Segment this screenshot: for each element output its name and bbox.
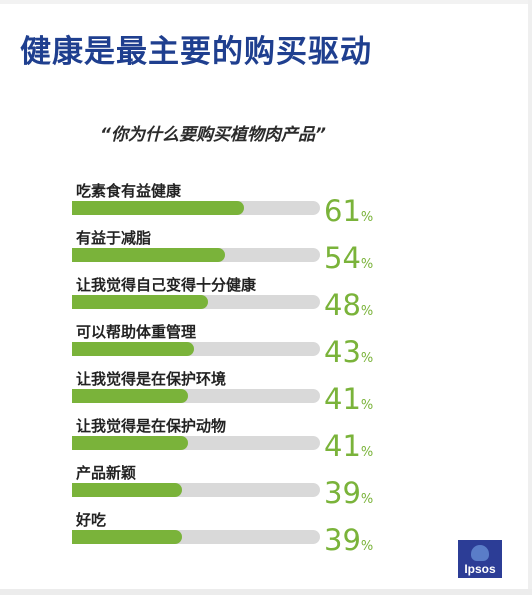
bar-value-label: 54%	[324, 241, 373, 275]
bar-value: 43	[324, 335, 361, 369]
ipsos-logo: Ipsos	[458, 540, 502, 578]
percent-sign: %	[360, 351, 374, 366]
percent-sign: %	[360, 539, 374, 554]
bar-value: 41	[324, 429, 361, 463]
frame-bottom	[0, 589, 532, 595]
percent-sign: %	[360, 210, 374, 225]
bar-track	[72, 248, 320, 262]
bar-row: 让我觉得是在保护环境 41%	[0, 368, 532, 416]
bar-fill	[72, 248, 225, 262]
bar-label: 好吃	[76, 511, 107, 529]
bar-label: 有益于减脂	[76, 229, 152, 247]
bar-fill	[72, 295, 208, 309]
bar-value-label: 39%	[324, 523, 373, 557]
bar-row: 好吃 39%	[0, 509, 532, 557]
page-title: 健康是最主要的购买驱动	[20, 34, 372, 70]
bar-value: 39	[324, 476, 361, 510]
bar-row: 让我觉得是在保护动物 41%	[0, 415, 532, 463]
frame-right	[528, 0, 532, 595]
bar-fill	[72, 201, 244, 215]
percent-sign: %	[360, 492, 374, 507]
percent-sign: %	[360, 445, 374, 460]
bar-label: 让我觉得是在保护动物	[76, 417, 227, 435]
bar-track	[72, 436, 320, 450]
bar-label: 产品新颖	[76, 464, 137, 482]
percent-sign: %	[360, 398, 374, 413]
bar-row: 可以帮助体重管理 43%	[0, 321, 532, 369]
bar-track	[72, 201, 320, 215]
bar-fill	[72, 436, 188, 450]
bar-fill	[72, 389, 188, 403]
percent-sign: %	[360, 257, 374, 272]
bar-row: 让我觉得自己变得十分健康 48%	[0, 274, 532, 322]
percent-sign: %	[360, 304, 374, 319]
bar-label: 可以帮助体重管理	[76, 323, 197, 341]
bar-track	[72, 389, 320, 403]
bar-value: 61	[324, 194, 361, 228]
bar-track	[72, 295, 320, 309]
bar-value-label: 39%	[324, 476, 373, 510]
bar-value-label: 61%	[324, 194, 373, 228]
bar-value-label: 41%	[324, 382, 373, 416]
bar-value: 48	[324, 288, 361, 322]
bar-row: 产品新颖 39%	[0, 462, 532, 510]
bar-value: 41	[324, 382, 361, 416]
bar-fill	[72, 342, 194, 356]
bar-value-label: 48%	[324, 288, 373, 322]
bar-label: 吃素食有益健康	[76, 182, 182, 200]
bar-fill	[72, 483, 182, 497]
bar-value-label: 43%	[324, 335, 373, 369]
chart-title: “你为什么要购买植物肉产品”	[100, 125, 326, 145]
bar-value: 39	[324, 523, 361, 557]
bar-value-label: 41%	[324, 429, 373, 463]
bar-row: 有益于减脂 54%	[0, 227, 532, 275]
logo-text: Ipsos	[464, 562, 496, 576]
bar-fill	[72, 530, 182, 544]
logo-mark-icon	[471, 545, 489, 561]
bar-value: 54	[324, 241, 361, 275]
bar-label: 让我觉得自己变得十分健康	[76, 276, 257, 294]
bar-track	[72, 342, 320, 356]
frame-top	[0, 0, 532, 4]
bar-track	[72, 530, 320, 544]
bar-row: 吃素食有益健康 61%	[0, 180, 532, 228]
bar-label: 让我觉得是在保护环境	[76, 370, 227, 388]
bar-track	[72, 483, 320, 497]
